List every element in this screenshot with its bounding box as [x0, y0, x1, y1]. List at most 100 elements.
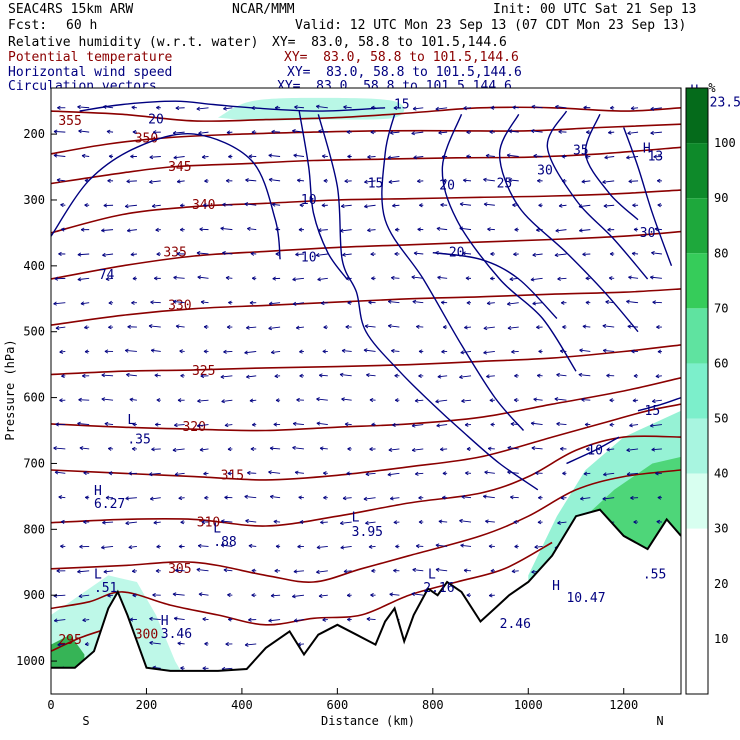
vector	[154, 373, 161, 378]
annotation: H	[643, 142, 651, 157]
vector	[244, 202, 257, 207]
vector	[172, 299, 185, 304]
vector	[626, 155, 639, 160]
vector	[58, 251, 66, 256]
vector	[513, 398, 519, 403]
vector	[534, 544, 543, 550]
vector	[56, 568, 66, 573]
plot-frame	[50, 87, 682, 695]
vector	[223, 106, 233, 111]
vector	[633, 519, 639, 525]
vector	[176, 251, 185, 256]
vector	[653, 154, 662, 159]
vector	[437, 275, 448, 280]
wind-contour-30	[623, 127, 673, 267]
vector	[124, 348, 137, 353]
vector	[275, 251, 281, 257]
vector	[532, 301, 543, 306]
wind-label-20: 20	[449, 246, 465, 261]
vector	[317, 228, 328, 233]
vector	[579, 228, 591, 233]
vector	[228, 300, 233, 305]
vector	[347, 300, 352, 305]
vector	[199, 227, 209, 232]
annotation: L	[94, 568, 102, 583]
vector	[53, 301, 66, 306]
vector	[149, 179, 161, 184]
y-tick-label: 500	[23, 325, 45, 339]
vector	[225, 275, 233, 281]
vector	[487, 227, 495, 232]
vector	[224, 495, 233, 500]
vector	[441, 154, 448, 159]
vector	[514, 544, 519, 549]
theta-contour-310	[51, 435, 681, 527]
wind-contour-15	[637, 396, 681, 412]
vector	[125, 496, 137, 501]
vector	[149, 155, 161, 160]
vector	[633, 227, 639, 232]
vector	[156, 251, 161, 257]
vector	[490, 568, 495, 573]
vector	[533, 397, 543, 402]
vector	[84, 178, 90, 183]
vector	[101, 228, 114, 233]
vector	[487, 446, 495, 451]
vector	[268, 153, 281, 158]
annotation: L	[428, 568, 436, 583]
vector	[392, 203, 400, 208]
vector	[655, 471, 662, 476]
vector	[417, 179, 424, 184]
vector	[60, 519, 66, 525]
vector	[650, 275, 662, 280]
vector	[507, 325, 519, 331]
vector	[393, 520, 400, 525]
colorbar-tick-label: 40	[714, 467, 728, 481]
vector	[203, 471, 209, 476]
vector	[346, 593, 352, 598]
vector	[462, 251, 472, 256]
vector	[530, 421, 543, 426]
vector	[102, 252, 114, 257]
vector	[436, 423, 448, 428]
vector	[584, 422, 591, 427]
wind-contour-10	[566, 436, 620, 465]
theta-label-330: 330	[168, 298, 191, 313]
vector	[461, 398, 472, 403]
vector	[439, 447, 448, 452]
extrema-annotations: H23.5174L.35H6.27L.88L3.95L.51H3.46L2.16…	[94, 84, 740, 642]
vector	[299, 519, 304, 525]
vector	[150, 300, 161, 305]
vector	[251, 130, 257, 135]
rh-region-upper	[218, 97, 405, 121]
vector	[222, 202, 233, 207]
vector	[581, 397, 591, 402]
vector	[345, 276, 352, 281]
vector	[654, 227, 662, 232]
vector	[61, 373, 66, 379]
colorbar-unit: %	[708, 81, 716, 95]
vector	[367, 228, 376, 233]
vector	[221, 519, 233, 524]
vector	[273, 519, 281, 524]
y-tick-label: 700	[23, 456, 45, 470]
terrain-fill	[51, 509, 681, 694]
vector	[466, 130, 472, 135]
vector	[609, 105, 615, 110]
vector	[465, 471, 472, 476]
vector	[581, 179, 591, 184]
vector	[560, 300, 567, 305]
vector	[608, 276, 615, 281]
vector	[514, 373, 519, 378]
vector	[297, 544, 304, 549]
vector	[296, 397, 304, 403]
theta-label-325: 325	[192, 364, 215, 379]
vector	[395, 544, 400, 549]
vector	[294, 105, 304, 110]
vector	[484, 470, 495, 475]
vector	[108, 154, 114, 159]
vector	[127, 324, 137, 329]
y-ticks: 200 300 400 500 600 700 800 900 1000	[16, 127, 57, 668]
colorbar-swatch	[686, 528, 708, 584]
vector	[55, 422, 66, 427]
